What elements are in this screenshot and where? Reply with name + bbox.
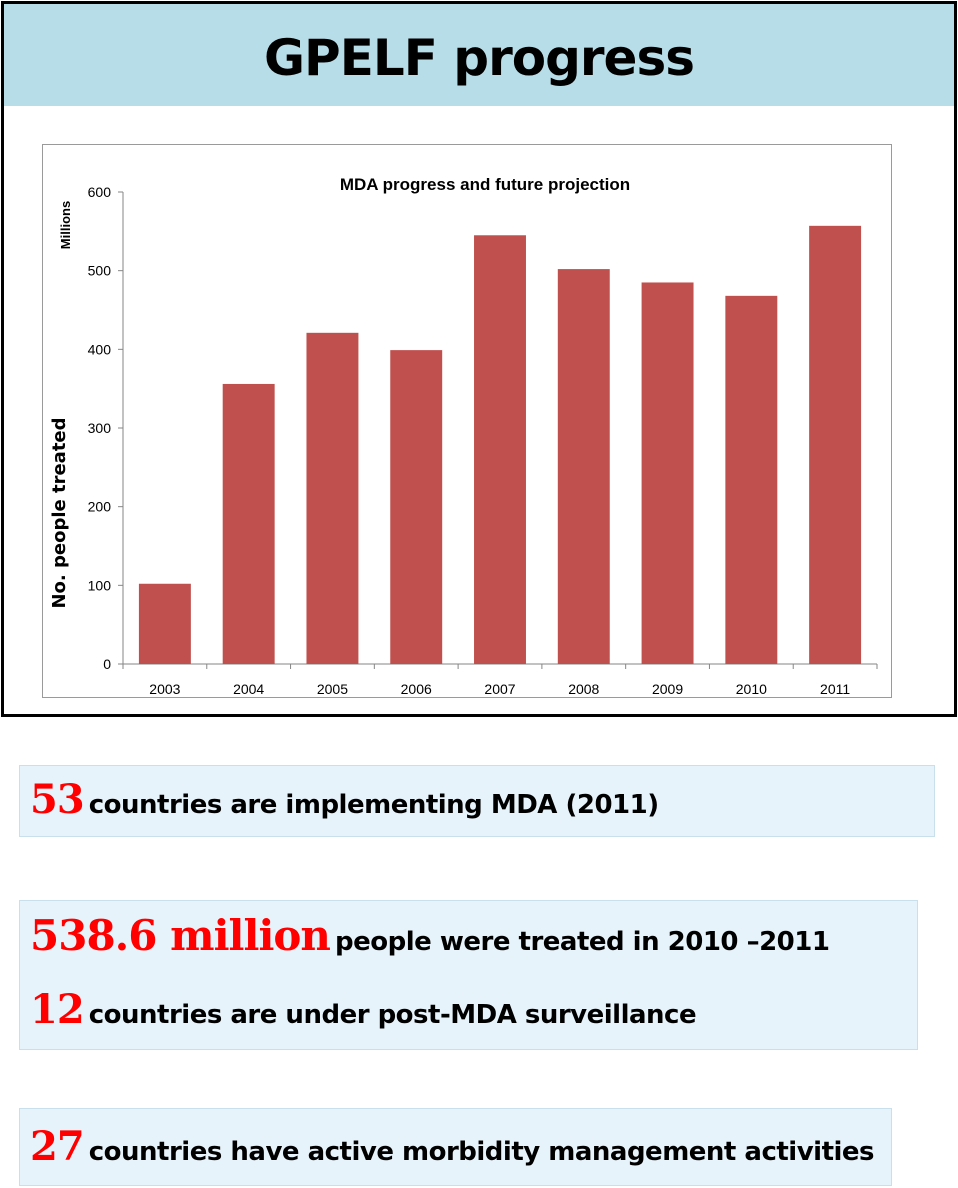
x-tick-label: 2005 [317, 681, 348, 697]
bar-chart-svg: MDA progress and future projection Milli… [49, 175, 878, 697]
y-tick-label: 500 [88, 263, 112, 279]
stat-number: 538.6 million [30, 911, 331, 960]
y-tick-label: 200 [88, 499, 112, 515]
bar [557, 269, 610, 664]
stat-line: 538.6 million people were treated in 201… [30, 911, 830, 960]
stat-text: people were treated in 2010 –2011 [335, 927, 830, 957]
y-axis-label: No. people treated [49, 417, 70, 608]
x-tick-label: 2007 [484, 681, 515, 697]
y-tick-label: 100 [88, 577, 112, 593]
stat-line: 53 countries are implementing MDA (2011) [30, 776, 659, 823]
y-tick-label: 0 [103, 656, 111, 672]
bar [306, 332, 359, 664]
bar [390, 350, 443, 664]
bar [474, 235, 526, 664]
page-title: GPELF progress [264, 29, 695, 87]
stat-box-treated: 538.6 million people were treated in 201… [19, 900, 918, 1050]
stat-number: 53 [30, 776, 85, 823]
y-tick-label: 300 [88, 420, 112, 436]
bar [641, 282, 694, 664]
stat-number: 27 [30, 1123, 85, 1170]
bar [725, 295, 778, 664]
bar-chart: MDA progress and future projection Milli… [42, 144, 892, 698]
y-axis-unit: Millions [58, 201, 73, 249]
x-tick-label: 2009 [652, 681, 683, 697]
x-tick-label: 2011 [820, 681, 850, 697]
x-tick-label: 2008 [568, 681, 599, 697]
title-banner: GPELF progress [4, 4, 954, 106]
x-tick-label: 2006 [401, 681, 432, 697]
y-tick-label: 400 [88, 341, 112, 357]
x-tick-label: 2004 [233, 681, 264, 697]
stat-line: 27 countries have active morbidity manag… [30, 1123, 875, 1170]
stat-line: 12 countries are under post-MDA surveill… [30, 986, 697, 1033]
stat-number: 12 [30, 986, 85, 1033]
chart-title: MDA progress and future projection [340, 175, 630, 194]
y-tick-label: 600 [88, 184, 112, 200]
stat-text: countries are implementing MDA (2011) [88, 790, 659, 820]
chart-panel: GPELF progress MDA progress and future p… [1, 1, 957, 717]
x-tick-label: 2003 [149, 681, 180, 697]
stat-box-mda-countries: 53 countries are implementing MDA (2011) [19, 765, 935, 837]
stat-box-morbidity: 27 countries have active morbidity manag… [19, 1108, 892, 1186]
stat-text: countries are under post-MDA surveillanc… [88, 1000, 697, 1030]
bar [222, 383, 275, 664]
x-tick-label: 2010 [736, 681, 767, 697]
bar [809, 225, 862, 664]
stat-text: countries have active morbidity manageme… [88, 1137, 875, 1167]
bar [138, 583, 191, 664]
